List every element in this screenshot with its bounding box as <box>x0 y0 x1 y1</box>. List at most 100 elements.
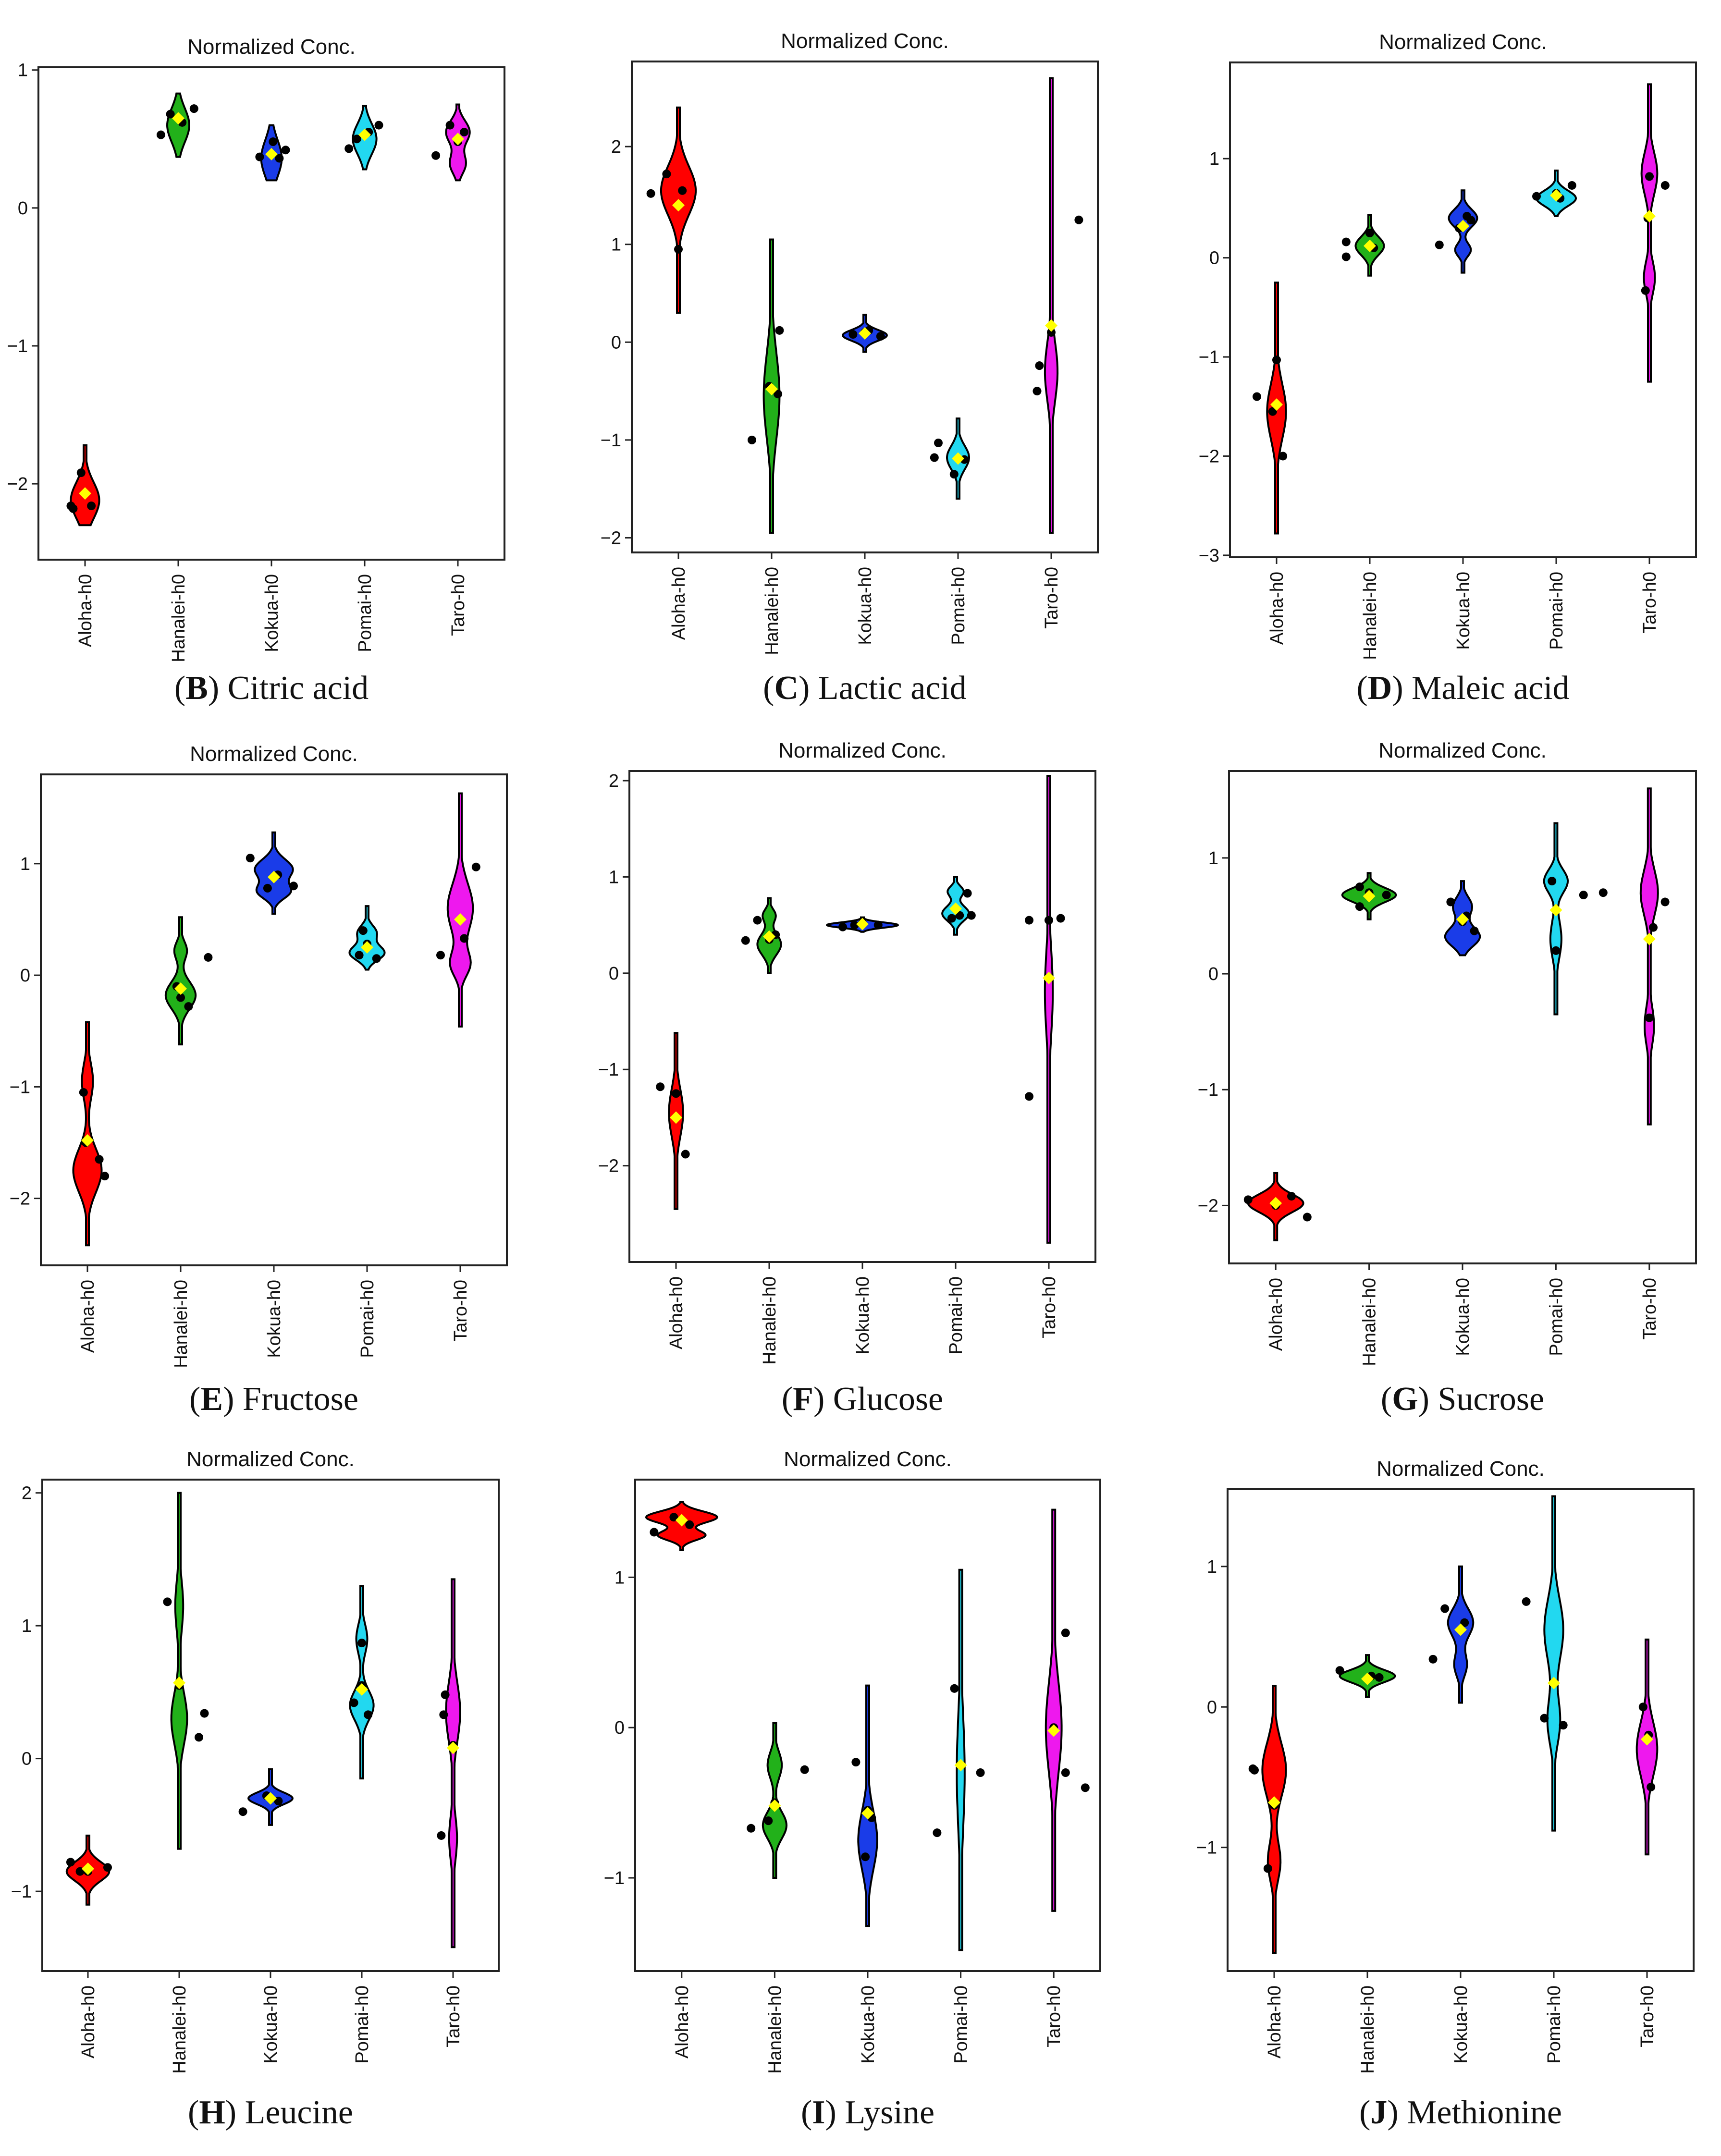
panel-caption: (D) Maleic acid <box>1356 670 1569 707</box>
mean-marker <box>1549 904 1562 917</box>
caption-compound: ) Glucose <box>813 1381 943 1418</box>
y-tick-label: 0 <box>22 1749 32 1769</box>
panel-title: Normalized Conc. <box>784 1447 952 1471</box>
mean-marker <box>1454 1623 1467 1636</box>
mean-marker <box>1550 189 1562 202</box>
data-point <box>1250 1765 1259 1775</box>
violin-taro-h0 <box>1639 787 1659 1126</box>
panel-title: Normalized Conc. <box>1377 1457 1545 1481</box>
x-category-label: Aloha-h0 <box>1267 572 1287 645</box>
violin-taro-h0 <box>1044 77 1059 534</box>
mean-marker <box>1457 220 1469 233</box>
caption-open-paren: ( <box>763 670 774 707</box>
data-point <box>358 926 368 935</box>
y-tick-label: 1 <box>22 1616 32 1636</box>
data-point <box>950 1684 959 1693</box>
caption-letter: D <box>1368 670 1392 707</box>
panel-title: Normalized Conc. <box>778 739 947 762</box>
data-point <box>1598 888 1608 897</box>
data-point <box>289 882 298 891</box>
x-category-label: Aloha-h0 <box>78 1280 98 1353</box>
data-point <box>674 245 683 254</box>
y-tick-label: −1 <box>1199 347 1219 368</box>
panel-j: Normalized Conc. 1 0 −1 Aloha-h0 Hanalei-h0 Ko… <box>1196 1457 1695 2131</box>
caption-letter: B <box>185 670 208 707</box>
data-point <box>669 1513 678 1522</box>
x-category-label: Pomai-h0 <box>1546 1278 1566 1356</box>
data-point <box>87 502 96 511</box>
data-point <box>349 1698 358 1707</box>
mean-marker <box>856 918 869 931</box>
x-category-label: Taro-h0 <box>1640 572 1660 634</box>
data-point <box>372 954 381 963</box>
y-tick-label: −2 <box>1199 446 1219 466</box>
y-tick-label: 0 <box>1209 248 1219 269</box>
plot-frame <box>1229 61 1697 558</box>
data-point <box>646 189 655 198</box>
violin-pomai-h0 <box>1543 822 1569 1016</box>
panel-caption: (G) Sucrose <box>1381 1381 1544 1418</box>
data-point <box>1522 1597 1531 1606</box>
data-point <box>1660 181 1670 190</box>
y-tick-label: 1 <box>609 867 619 887</box>
data-point <box>933 1828 942 1838</box>
x-category-label: Hanalei-h0 <box>765 1985 785 2074</box>
caption-letter: H <box>199 2094 225 2131</box>
mean-marker <box>173 1677 185 1690</box>
data-point <box>355 951 364 960</box>
y-tick-label: −2 <box>7 474 28 494</box>
x-category-label: Aloha-h0 <box>75 574 96 647</box>
violin-kokua-h0 <box>857 1684 878 1927</box>
data-point <box>163 1597 172 1606</box>
plot-frame <box>631 61 1099 553</box>
x-category-label: Taro-h0 <box>443 1985 464 2047</box>
mean-marker <box>672 199 685 212</box>
data-point <box>1355 882 1364 892</box>
data-point <box>1278 452 1288 461</box>
x-category-label: Taro-h0 <box>1042 567 1062 629</box>
x-category-label: Taro-h0 <box>1039 1276 1059 1338</box>
caption-compound: ) Methionine <box>1387 2094 1562 2131</box>
caption-letter: I <box>812 2094 825 2131</box>
panel-i: Normalized Conc. 1 0 −1 Aloha-h0 Hanalei-h0 Ko… <box>604 1447 1101 2131</box>
data-point <box>471 862 480 871</box>
mean-marker <box>1361 1672 1374 1685</box>
x-category-label: Kokua-h0 <box>1453 572 1474 650</box>
x-category-label: Aloha-h0 <box>1265 1985 1285 2058</box>
mean-marker <box>949 902 962 915</box>
data-point <box>263 883 272 893</box>
data-point <box>200 1709 209 1718</box>
panel-title: Normalized Conc. <box>187 35 356 59</box>
y-tick-label: −2 <box>10 1189 30 1209</box>
y-tick-label: −1 <box>598 1060 619 1080</box>
mean-marker <box>675 1514 688 1527</box>
data-point <box>949 470 959 479</box>
data-point <box>955 911 964 920</box>
data-point <box>1365 229 1374 238</box>
panel-g: Normalized Conc. 1 0 −1 −2 Aloha-h0 Hanalei-h0… <box>1198 739 1697 1418</box>
mean-marker <box>954 1759 967 1772</box>
data-point <box>876 332 885 341</box>
violin-taro-h0 <box>1640 83 1659 383</box>
data-point <box>1033 387 1042 396</box>
x-category-label: Taro-h0 <box>451 1280 471 1342</box>
y-tick-label: 1 <box>615 1568 625 1588</box>
y-tick-label: −1 <box>11 1882 32 1902</box>
x-category-label: Hanalei-h0 <box>1360 572 1380 660</box>
data-point <box>963 889 972 898</box>
mean-marker <box>264 1792 277 1805</box>
data-point <box>269 137 278 147</box>
data-point <box>238 1807 247 1816</box>
data-point <box>1559 1721 1568 1730</box>
x-category-label: Aloha-h0 <box>1266 1278 1286 1351</box>
data-point <box>678 186 687 195</box>
data-point <box>753 916 762 925</box>
data-point <box>861 1852 870 1862</box>
x-category-label: Kokua-h0 <box>853 1276 873 1355</box>
mean-marker <box>1269 1197 1282 1210</box>
mean-marker <box>1270 398 1283 411</box>
data-point <box>255 152 264 161</box>
x-category-label: Kokua-h0 <box>261 1985 281 2064</box>
mean-marker <box>82 1862 94 1875</box>
